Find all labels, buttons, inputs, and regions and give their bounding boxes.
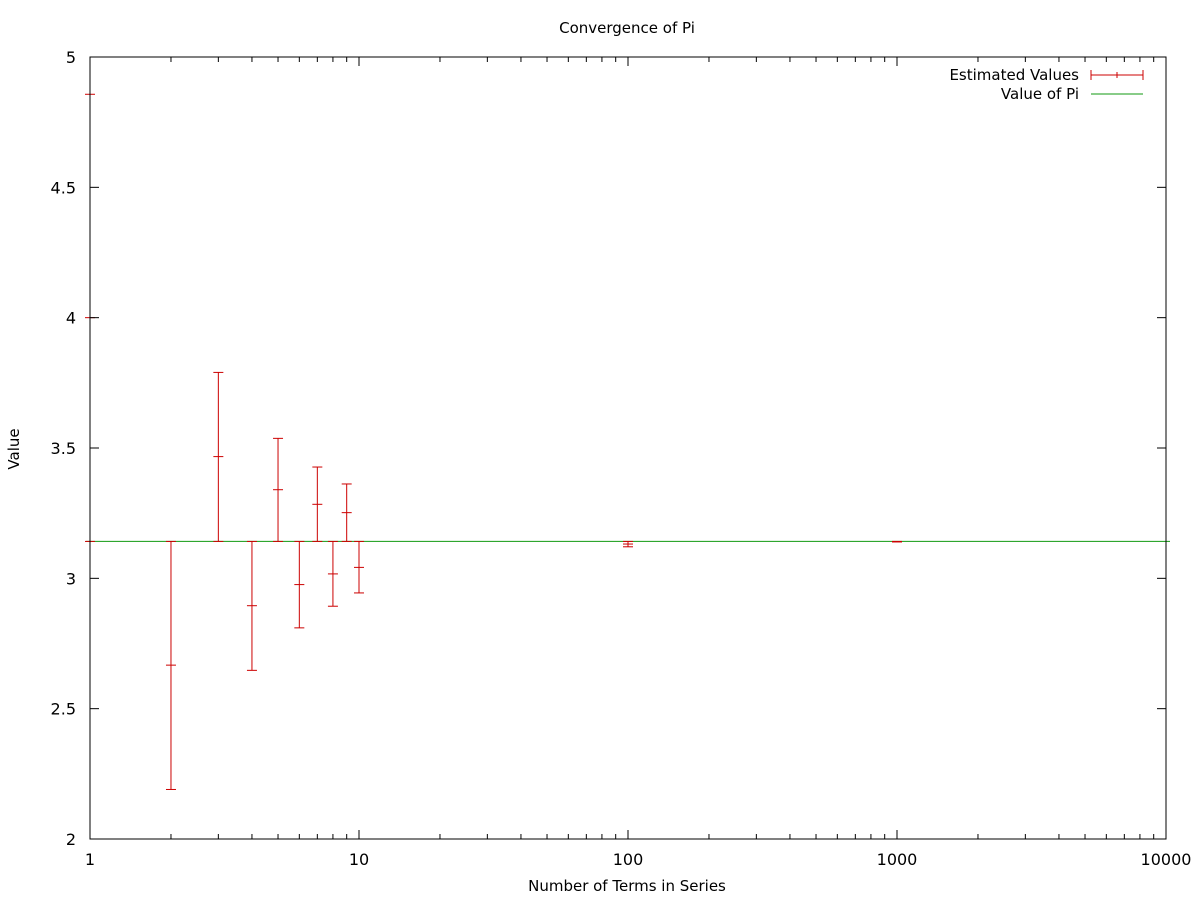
x-axis-label: Number of Terms in Series [528, 877, 726, 895]
x-tick-label: 10 [349, 850, 369, 869]
error-bar [623, 540, 633, 548]
error-bar [327, 540, 338, 607]
x-tick-label: 10000 [1141, 850, 1192, 869]
x-tick-label: 1000 [877, 850, 918, 869]
legend-sample-estimated-values [1090, 70, 1144, 80]
error-bar [273, 437, 284, 542]
y-tick-label: 4.5 [51, 178, 76, 197]
x-tick-label: 100 [613, 850, 644, 869]
legend-label-value-of-pi: Value of Pi [1001, 85, 1079, 103]
error-bar [213, 371, 224, 542]
error-bar [892, 540, 902, 543]
y-tick-label: 2 [66, 830, 76, 849]
error-bar [354, 540, 364, 594]
error-bar [246, 540, 257, 671]
error-bars-layer [85, 93, 902, 790]
y-tick-label: 4 [66, 309, 76, 328]
plot-border [89, 56, 1167, 840]
axes-layer: 2 2.5 3 3.5 4 4.5 5 1 10 100 1000 10000 [51, 48, 1192, 869]
error-bar [341, 483, 352, 542]
error-bar [312, 466, 323, 542]
legend-label-estimated-values: Estimated Values [949, 66, 1079, 84]
y-axis-label: Value [5, 428, 23, 469]
y-tick-label: 3 [66, 569, 76, 588]
y-tick-label: 2.5 [51, 700, 76, 719]
x-tick-label: 1 [85, 850, 95, 869]
y-tick-label: 5 [66, 48, 76, 67]
chart-title: Convergence of Pi [559, 19, 695, 37]
legend: Estimated Values Value of Pi [949, 66, 1144, 103]
y-tick-label: 3.5 [51, 439, 76, 458]
error-bar [294, 540, 305, 629]
error-bar [165, 540, 176, 790]
